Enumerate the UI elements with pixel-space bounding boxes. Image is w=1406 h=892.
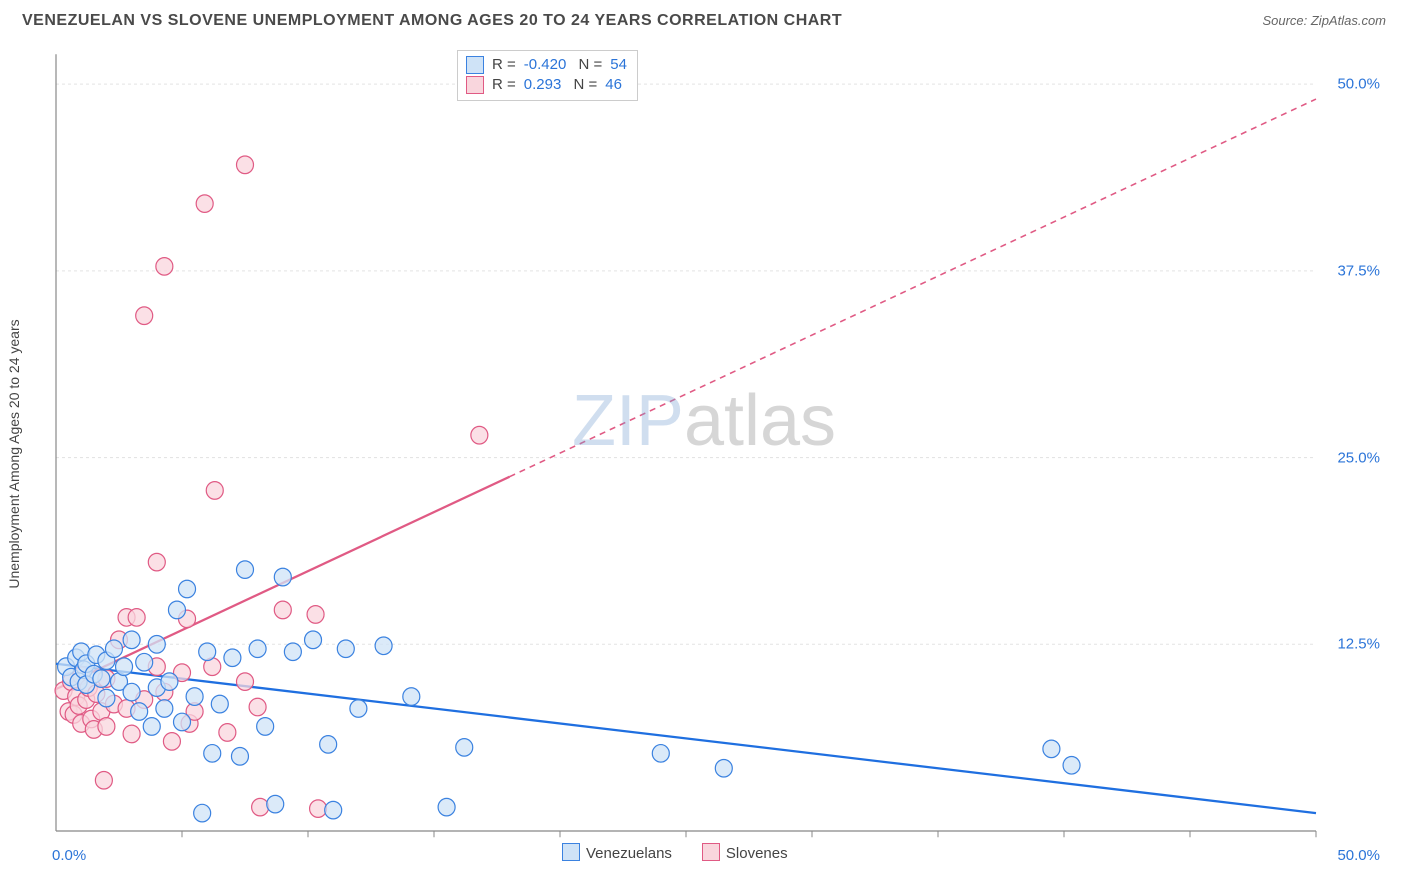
legend-item-slovenes: Slovenes bbox=[702, 843, 788, 862]
n-label: N = bbox=[574, 55, 602, 75]
n-value: 46 bbox=[605, 75, 622, 95]
y-axis-tick-label: 37.5% bbox=[1337, 262, 1380, 279]
source-label: Source: ZipAtlas.com bbox=[1262, 13, 1386, 28]
swatch-icon bbox=[562, 843, 580, 861]
y-axis-tick-label: 12.5% bbox=[1337, 636, 1380, 653]
swatch-icon bbox=[466, 76, 484, 94]
r-value: -0.420 bbox=[524, 55, 567, 75]
legend-item-venezuelans: Venezuelans bbox=[562, 843, 672, 862]
scatter-plot-svg bbox=[50, 46, 1386, 862]
r-label: R = bbox=[492, 55, 516, 75]
stats-row-slovenes: R = 0.293 N = 46 bbox=[466, 75, 627, 95]
swatch-icon bbox=[466, 56, 484, 74]
stats-legend: R = -0.420 N = 54 R = 0.293 N = 46 bbox=[457, 50, 638, 101]
n-value: 54 bbox=[610, 55, 627, 75]
stats-row-venezuelans: R = -0.420 N = 54 bbox=[466, 55, 627, 75]
chart-area: Unemployment Among Ages 20 to 24 years Z… bbox=[22, 46, 1386, 862]
y-axis-tick-label: 50.0% bbox=[1337, 76, 1380, 93]
legend-label: Slovenes bbox=[726, 845, 788, 862]
x-axis-max-label: 50.0% bbox=[1337, 847, 1380, 864]
x-axis-origin-label: 0.0% bbox=[52, 847, 86, 864]
n-label: N = bbox=[569, 75, 597, 95]
y-axis-label: Unemployment Among Ages 20 to 24 years bbox=[6, 319, 22, 588]
chart-title: VENEZUELAN VS SLOVENE UNEMPLOYMENT AMONG… bbox=[22, 12, 842, 30]
swatch-icon bbox=[702, 843, 720, 861]
r-value: 0.293 bbox=[524, 75, 562, 95]
y-axis-tick-label: 25.0% bbox=[1337, 449, 1380, 466]
series-legend: Venezuelans Slovenes bbox=[562, 843, 788, 862]
legend-label: Venezuelans bbox=[586, 845, 672, 862]
r-label: R = bbox=[492, 75, 516, 95]
